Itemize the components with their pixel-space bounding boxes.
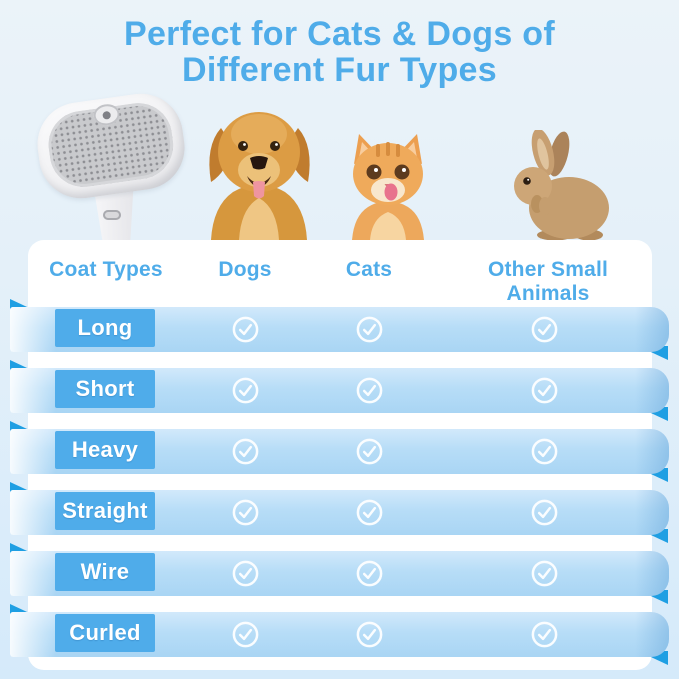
rabbit-image xyxy=(514,130,609,240)
column-header-coat-types: Coat Types xyxy=(49,258,163,281)
hero-images xyxy=(0,0,679,240)
check-circle-icon xyxy=(355,620,384,649)
table-row: Curled xyxy=(10,604,669,665)
table-row: Wire xyxy=(10,543,669,604)
table-row: Short xyxy=(10,360,669,421)
page-title-line2: Different Fur Types xyxy=(182,51,497,89)
cat-image xyxy=(352,134,424,240)
coat-type-label: Wire xyxy=(55,553,155,591)
table-row: Long xyxy=(10,299,669,360)
check-circle-icon xyxy=(530,315,559,344)
check-circle-icon xyxy=(231,376,260,405)
check-circle-icon xyxy=(231,559,260,588)
check-circle-icon xyxy=(355,498,384,527)
coat-type-label: Short xyxy=(55,370,155,408)
check-circle-icon xyxy=(355,315,384,344)
check-circle-icon xyxy=(355,376,384,405)
page-title: Perfect for Cats & Dogs of Different Fur… xyxy=(0,16,679,88)
coat-type-label: Heavy xyxy=(55,431,155,469)
check-circle-icon xyxy=(231,498,260,527)
column-header-other-small-animals: Other Small Animals xyxy=(487,258,609,305)
check-circle-icon xyxy=(530,498,559,527)
check-circle-icon xyxy=(231,315,260,344)
brush-handle-slot xyxy=(103,210,121,220)
check-circle-icon xyxy=(231,620,260,649)
check-circle-icon xyxy=(530,376,559,405)
check-circle-icon xyxy=(355,559,384,588)
check-circle-icon xyxy=(530,559,559,588)
table-row: Heavy xyxy=(10,421,669,482)
check-circle-icon xyxy=(530,437,559,466)
coat-type-label: Straight xyxy=(55,492,155,530)
coat-type-label: Curled xyxy=(55,614,155,652)
brush-head xyxy=(32,88,190,204)
table-row: Straight xyxy=(10,482,669,543)
check-circle-icon xyxy=(231,437,260,466)
coat-type-label: Long xyxy=(55,309,155,347)
check-circle-icon xyxy=(530,620,559,649)
check-circle-icon xyxy=(355,437,384,466)
column-header-dogs: Dogs xyxy=(218,258,272,281)
grooming-brush-image xyxy=(32,88,190,240)
dog-image xyxy=(209,112,310,240)
column-header-cats: Cats xyxy=(345,258,393,281)
page-title-line1: Perfect for Cats & Dogs of xyxy=(124,15,555,53)
